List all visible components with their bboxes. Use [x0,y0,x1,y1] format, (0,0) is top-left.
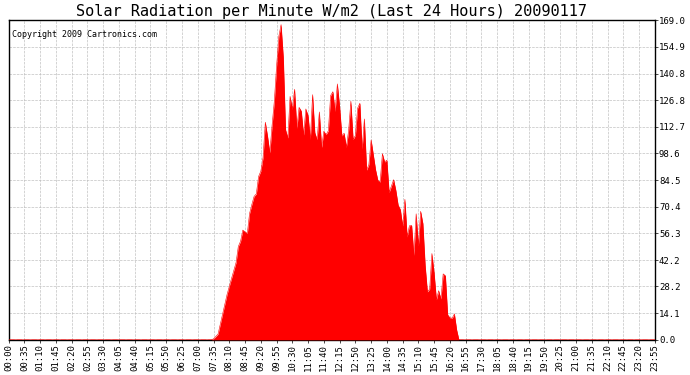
Title: Solar Radiation per Minute W/m2 (Last 24 Hours) 20090117: Solar Radiation per Minute W/m2 (Last 24… [76,4,587,19]
Text: Copyright 2009 Cartronics.com: Copyright 2009 Cartronics.com [12,30,157,39]
